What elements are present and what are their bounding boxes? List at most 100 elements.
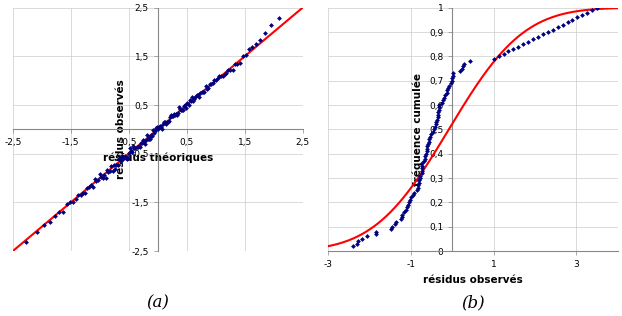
Point (119, 154, 129, 159)
Point (417, 161, 427, 166)
Point (73, 193, 83, 198)
X-axis label: résidus théoriques: résidus théoriques (103, 153, 213, 163)
Point (513, 44, 523, 49)
Point (149, 130, 159, 135)
Point (356, 236, 366, 241)
Point (489, 56, 499, 61)
Point (202, 86, 212, 91)
Point (266, 23, 276, 28)
Point (199, 89, 209, 94)
Point (119, 156, 129, 161)
Point (238, 53, 248, 58)
Point (562, 20, 572, 25)
Point (172, 112, 182, 117)
Point (39, 222, 49, 228)
Point (195, 91, 205, 96)
Point (256, 37, 266, 42)
Point (153, 127, 163, 132)
Point (155, 123, 165, 128)
Point (129, 146, 139, 151)
Point (274, 15, 284, 20)
Point (261, 30, 271, 35)
Point (446, 81, 456, 86)
Point (186, 99, 196, 104)
Point (386, 227, 396, 232)
Point (125, 146, 135, 151)
Point (68, 199, 78, 204)
Point (391, 219, 401, 224)
Point (124, 150, 134, 155)
Point (175, 106, 185, 112)
Point (439, 95, 449, 100)
Point (442, 88, 452, 93)
Point (228, 67, 238, 72)
Point (207, 82, 216, 87)
Point (430, 125, 440, 130)
Point (139, 142, 149, 147)
Point (151, 125, 161, 130)
Point (183, 102, 193, 107)
Point (88, 184, 98, 189)
Point (205, 82, 215, 87)
Point (144, 136, 154, 141)
Point (115, 155, 125, 160)
Point (164, 118, 174, 123)
Point (109, 163, 119, 168)
Point (548, 27, 558, 32)
Point (213, 76, 223, 81)
Point (420, 156, 430, 161)
Point (434, 107, 443, 112)
Point (434, 105, 444, 110)
Point (399, 210, 409, 215)
Point (503, 49, 513, 54)
Point (105, 168, 115, 173)
Point (165, 114, 175, 119)
Point (371, 229, 381, 234)
Point (443, 85, 453, 90)
Point (190, 94, 200, 100)
Point (412, 188, 422, 193)
Point (58, 210, 68, 215)
Point (201, 83, 211, 88)
Point (414, 178, 424, 183)
Point (425, 134, 435, 139)
Point (371, 232, 381, 237)
Point (194, 94, 204, 100)
Point (70, 196, 80, 201)
Point (139, 139, 149, 144)
Point (146, 133, 156, 138)
Point (90, 177, 100, 182)
Point (567, 17, 577, 22)
Point (182, 106, 192, 111)
Point (353, 239, 363, 244)
Y-axis label: résidus observés: résidus observés (116, 80, 126, 179)
Point (152, 124, 162, 129)
Point (402, 205, 412, 210)
Point (179, 104, 189, 109)
Y-axis label: fréquence cumulée: fréquence cumulée (413, 73, 424, 186)
Point (141, 137, 151, 142)
Point (182, 101, 192, 106)
Point (447, 78, 457, 83)
Point (162, 119, 172, 125)
Point (508, 46, 518, 52)
Point (149, 128, 159, 133)
Point (241, 52, 251, 58)
Point (448, 73, 458, 78)
Point (417, 168, 427, 173)
Point (134, 145, 144, 150)
Point (362, 234, 372, 239)
Point (459, 61, 469, 66)
Point (65, 199, 75, 204)
Point (417, 166, 427, 171)
Point (523, 39, 533, 44)
Point (458, 64, 468, 69)
Point (32, 230, 42, 235)
Point (448, 71, 458, 76)
Point (95, 172, 104, 177)
Point (161, 122, 171, 127)
Point (50, 214, 60, 219)
Point (438, 98, 448, 103)
Point (414, 180, 424, 185)
Point (494, 54, 504, 59)
